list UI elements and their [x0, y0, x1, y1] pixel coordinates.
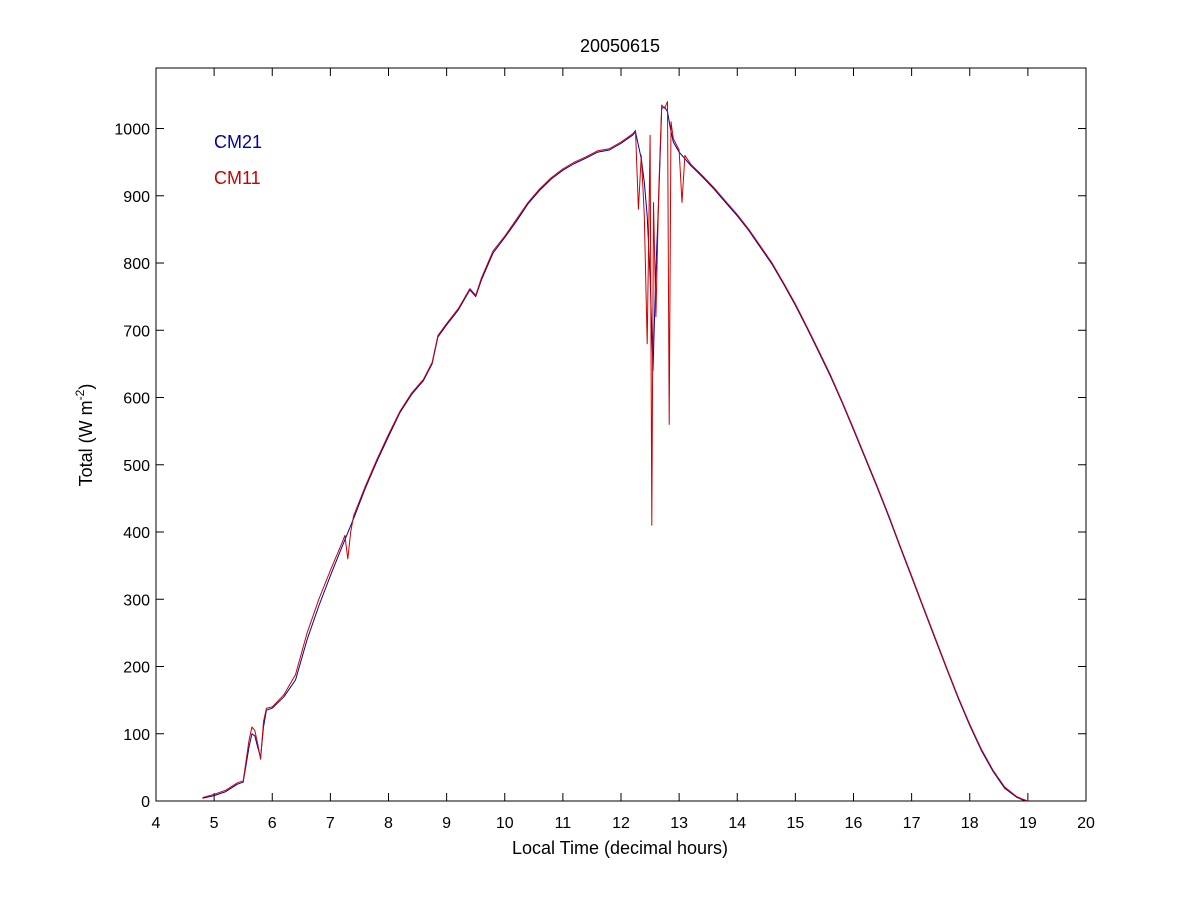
- series-line-cm11: [202, 101, 1029, 802]
- legend-entry-cm11: CM11: [214, 168, 261, 188]
- y-axis-label-base: Total (W m: [76, 400, 96, 486]
- y-tick-label: 400: [123, 525, 150, 542]
- y-axis-label-close: ): [76, 384, 96, 390]
- legend-entry-cm21: CM21: [214, 132, 262, 152]
- x-tick-label: 14: [728, 815, 746, 832]
- x-tick-label: 11: [555, 815, 572, 832]
- y-tick-label: 600: [123, 391, 150, 408]
- y-tick-label: 200: [123, 660, 150, 677]
- x-tick-label: 15: [786, 815, 804, 832]
- x-tick-label: 5: [210, 815, 219, 832]
- axis-ticks: 4 5 6 7 8 9 10 11 12 13 14 15 16 17 18 19 20010020030040…: [114, 68, 1095, 832]
- plot-area: 4 5 6 7 8 9 10 11 12 13 14 15 16 17 18 19 20010020030040…: [114, 67, 1095, 832]
- x-tick-label: 16: [845, 815, 863, 832]
- y-tick-label: 800: [123, 256, 150, 273]
- y-tick-label: 900: [123, 189, 150, 206]
- x-tick-label: 12: [612, 815, 630, 832]
- x-axis-label: Local Time (decimal hours): [512, 838, 728, 858]
- y-axis-label-superscript: -2: [73, 389, 87, 400]
- y-tick-label: 0: [141, 794, 150, 811]
- y-tick-label: 1000: [114, 122, 150, 139]
- x-tick-label: 13: [670, 815, 688, 832]
- x-tick-label: 20: [1077, 815, 1095, 832]
- chart-title: 20050615: [580, 36, 660, 56]
- y-tick-label: 700: [123, 323, 150, 340]
- legend: CM21 CM11: [214, 132, 262, 188]
- series-group: [202, 101, 1029, 802]
- y-tick-label: 100: [123, 727, 150, 744]
- x-tick-label: 19: [1019, 815, 1037, 832]
- y-tick-label: 500: [123, 458, 150, 475]
- x-tick-label: 18: [961, 815, 979, 832]
- x-tick-label: 7: [326, 815, 335, 832]
- x-tick-label: 17: [903, 815, 921, 832]
- y-tick-label: 300: [123, 592, 150, 609]
- x-tick-label: 10: [496, 815, 514, 832]
- y-axis-label: Total (W m-2): [73, 384, 96, 487]
- x-tick-label: 9: [442, 815, 451, 832]
- x-tick-label: 4: [152, 815, 161, 832]
- x-tick-label: 6: [268, 815, 277, 832]
- x-tick-label: 8: [384, 815, 393, 832]
